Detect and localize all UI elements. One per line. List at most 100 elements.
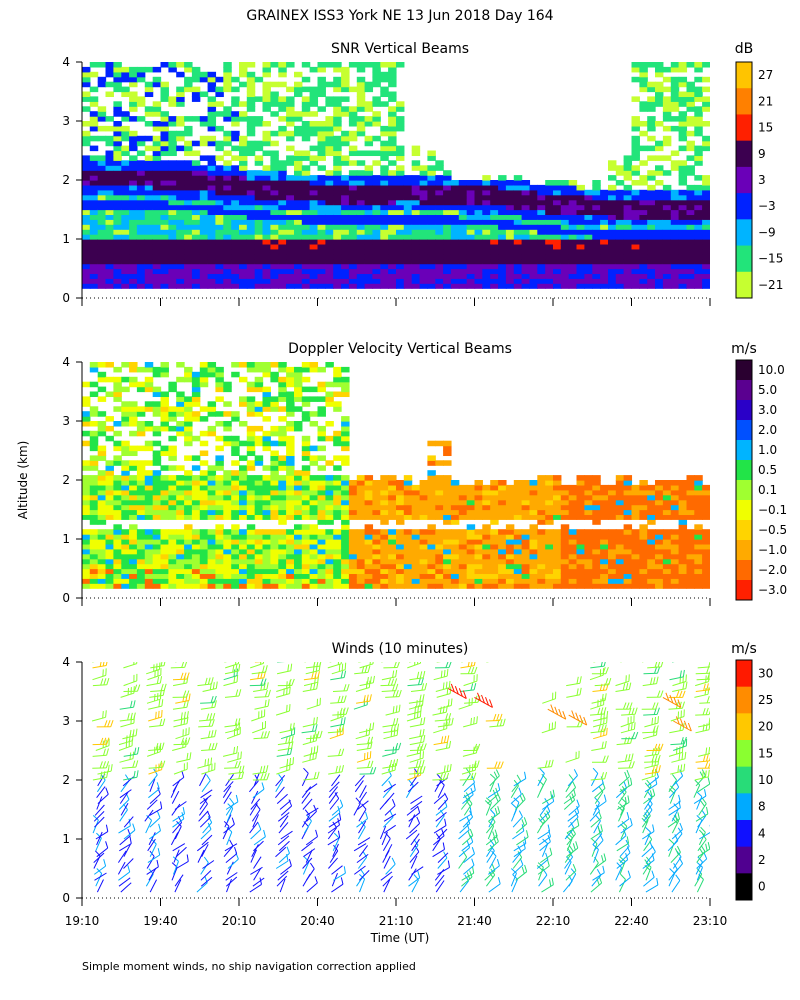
doppler-cell (113, 446, 121, 452)
snr-cell (372, 160, 380, 166)
doppler-cell (223, 387, 231, 393)
snr-cell (687, 92, 695, 98)
snr-cell (584, 249, 592, 255)
snr-cell (420, 219, 428, 225)
doppler-cell (357, 583, 365, 589)
doppler-cell (184, 416, 192, 422)
snr-cell (247, 82, 255, 88)
doppler-cell (106, 495, 114, 501)
snr-cell (161, 259, 169, 265)
snr-cell (420, 170, 428, 176)
snr-cell (239, 185, 247, 191)
doppler-cell (482, 505, 490, 511)
snr-cell (263, 269, 271, 275)
snr-cell (396, 229, 404, 235)
doppler-cell (490, 549, 498, 555)
snr-cell (270, 210, 278, 216)
doppler-cell (537, 583, 545, 589)
snr-cell (624, 185, 632, 191)
doppler-cell (663, 549, 671, 555)
doppler-cell (632, 505, 640, 511)
doppler-cell (702, 544, 710, 550)
snr-cell (137, 165, 145, 171)
snr-cell (553, 210, 561, 216)
doppler-cell (263, 396, 271, 402)
doppler-cell (357, 505, 365, 511)
snr-cell (215, 224, 223, 230)
snr-cell (184, 234, 192, 240)
snr-cell (647, 190, 655, 196)
doppler-cell (545, 500, 553, 506)
wind-barb (150, 802, 162, 816)
doppler-cell (278, 396, 286, 402)
doppler-cell (168, 583, 176, 589)
snr-cell (655, 219, 663, 225)
snr-cell (208, 87, 216, 93)
doppler-cell (396, 510, 404, 516)
snr-cell (530, 229, 538, 235)
doppler-cell (302, 573, 310, 579)
snr-cell (223, 180, 231, 186)
doppler-cell (318, 382, 326, 388)
doppler-cell (215, 583, 223, 589)
snr-cell (694, 87, 702, 93)
wind-barb (280, 859, 291, 874)
wind-barb (306, 664, 321, 674)
snr-cell (506, 244, 514, 250)
doppler-cell (435, 583, 443, 589)
snr-cell (153, 249, 161, 255)
snr-cell (129, 67, 137, 73)
snr-cell (687, 254, 695, 260)
snr-cell (318, 131, 326, 137)
snr-cell (200, 219, 208, 225)
doppler-cell (561, 564, 569, 570)
doppler-cell (278, 480, 286, 486)
doppler-cell (341, 583, 349, 589)
wind-barb (94, 817, 104, 827)
snr-cell (223, 195, 231, 201)
snr-cell (671, 249, 679, 255)
doppler-cell (600, 578, 608, 584)
snr-cell (90, 170, 98, 176)
snr-cell (404, 219, 412, 225)
doppler-cell (278, 564, 286, 570)
doppler-cell (561, 490, 569, 496)
snr-cell (561, 259, 569, 265)
wind-barb (333, 684, 349, 691)
snr-cell (98, 214, 106, 220)
snr-cell (616, 165, 624, 171)
snr-cell (286, 195, 294, 201)
snr-cell (208, 278, 216, 284)
wind-barb (201, 743, 217, 751)
snr-cell (294, 224, 302, 230)
doppler-cell (647, 559, 655, 565)
snr-cell (82, 131, 90, 137)
doppler-cell (255, 569, 263, 575)
snr-cell (318, 175, 326, 181)
doppler-cell (145, 401, 153, 407)
snr-cell (679, 249, 687, 255)
snr-cell (263, 219, 271, 225)
doppler-cell (200, 534, 208, 540)
snr-cell (624, 175, 632, 181)
snr-cell (333, 82, 341, 88)
snr-cell (506, 190, 514, 196)
doppler-cell (263, 416, 271, 422)
snr-cell (498, 239, 506, 245)
doppler-cell (90, 441, 98, 447)
doppler-cell (184, 514, 192, 520)
doppler-cell (341, 514, 349, 520)
doppler-cell (294, 396, 302, 402)
doppler-cell (475, 480, 483, 486)
snr-cell (435, 229, 443, 235)
doppler-cell (113, 495, 121, 501)
snr-cell (679, 234, 687, 240)
doppler-cell (176, 573, 184, 579)
wind-barb (332, 800, 343, 816)
snr-cell (600, 214, 608, 220)
doppler-cell (498, 564, 506, 570)
snr-cell (302, 200, 310, 206)
doppler-cell (530, 564, 538, 570)
snr-cell (694, 249, 702, 255)
doppler-cell (663, 500, 671, 506)
